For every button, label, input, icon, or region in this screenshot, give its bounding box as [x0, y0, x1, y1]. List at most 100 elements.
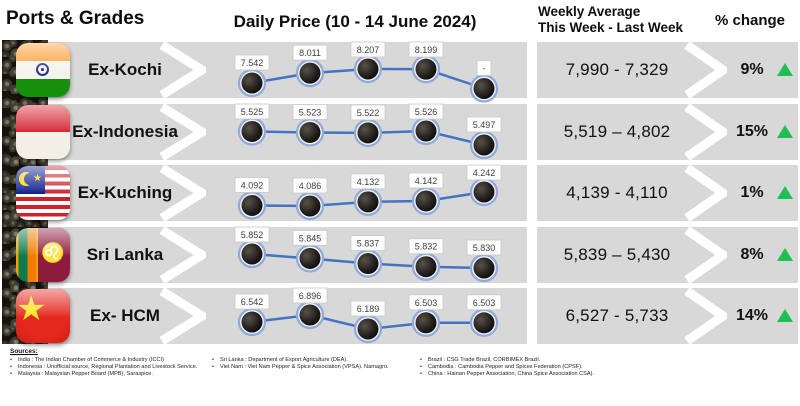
point-value-label: 5.852: [241, 230, 264, 240]
point-value-label: 5.525: [241, 107, 264, 117]
peppercorn-data-point: [357, 318, 379, 340]
table-row: Ex- HCM 6.542 6.896 6.189 6.503 6.503 6,527 - …: [0, 287, 800, 344]
peppercorn-data-point: [473, 181, 495, 203]
up-arrow-icon: [777, 63, 793, 76]
point-value-label: 8.207: [357, 45, 380, 55]
row-band-left: Sri Lanka 5.852 5.845 5.837 5.832 5.830: [30, 226, 527, 283]
point-value-label: 5.830: [473, 243, 496, 253]
chevron-right-icon: [159, 42, 206, 98]
table-row: Ex-Kuching 4.092 4.086 4.132 4.142 4.242 4,139…: [0, 164, 800, 221]
peppercorn-data-point: [357, 121, 379, 143]
point-value-label: 6.503: [473, 298, 496, 308]
peppercorn-data-point: [473, 78, 495, 99]
source-item: • Viet Nam : Viet Nam Pepper & Spice Asso…: [212, 364, 414, 371]
row-band-right: 4,139 - 4,110 1%: [537, 165, 798, 221]
point-value-label: 4.132: [357, 177, 380, 187]
point-value-label: 6.542: [241, 297, 264, 307]
bullet-icon: •: [10, 371, 12, 378]
sources-column: • India : The Indian Chamber of Commerce …: [10, 357, 212, 379]
weekly-average-value: 5,839 – 5,430: [563, 244, 671, 264]
peppercorn-data-point: [241, 194, 263, 216]
table-row: Ex-Kochi 7.542 8.011 8.207 8.199 - 7,990 - 7,3…: [0, 41, 800, 103]
source-item: • Indonesia : Unofficial source, Regional…: [10, 364, 212, 371]
ports-grades-header: Ports & Grades: [6, 8, 145, 29]
flag-srilanka-icon: ♌: [16, 227, 70, 282]
percent-change-value: 14%: [735, 307, 769, 324]
port-name: Ex-Indonesia: [72, 121, 178, 141]
bullet-icon: •: [212, 364, 214, 371]
point-value-label: 5.523: [299, 107, 322, 117]
bullet-icon: •: [10, 357, 12, 363]
peppercorn-data-point: [299, 304, 321, 326]
peppercorn-data-point: [473, 134, 495, 155]
daily-price-sparkline: 6.542 6.896 6.189 6.503 6.503: [234, 287, 502, 344]
peppercorn-data-point: [241, 72, 263, 94]
peppercorn-data-point: [299, 247, 321, 269]
daily-price-header: Daily Price (10 - 14 June 2024): [233, 12, 477, 31]
weekly-average-value: 6,527 - 5,733: [565, 306, 669, 325]
up-arrow-icon: [777, 124, 793, 138]
chevron-right-icon: [684, 42, 727, 98]
source-item: • Sri Lanka : Department of Export Agricu…: [212, 357, 414, 364]
daily-price-sparkline: 7.542 8.011 8.207 8.199 -: [234, 41, 499, 103]
point-value-label: 5.522: [357, 107, 380, 117]
weekly-average-header: Weekly Average This Week - Last Week: [538, 4, 683, 36]
weekly-average-value: 5,519 – 4,802: [563, 121, 671, 141]
point-value-label: 6.896: [299, 291, 322, 301]
daily-price-sparkline: 5.525 5.523 5.522 5.526 5.497: [234, 103, 502, 159]
row-band-right: 5,839 – 5,430 8%: [537, 226, 798, 283]
weekly-average-value: 7,990 - 7,329: [565, 60, 669, 79]
source-text: Viet Nam : Viet Nam Pepper & Spice Assoc…: [220, 364, 389, 371]
point-value-label: 4.092: [241, 180, 264, 190]
peppercorn-data-point: [241, 243, 263, 264]
up-arrow-icon: [777, 186, 793, 199]
point-value-label: 4.142: [415, 176, 438, 186]
source-text: Cambodia : Cambodia Pepper and Spices Fe…: [428, 364, 583, 371]
peppercorn-data-point: [473, 312, 495, 334]
peppercorn-data-point: [415, 58, 437, 80]
peppercorn-data-point: [473, 257, 495, 278]
point-value-label: 5.837: [357, 238, 380, 248]
row-band-left: Ex-Kochi 7.542 8.011 8.207 8.199 -: [30, 41, 527, 103]
peppercorn-data-point: [299, 62, 321, 84]
point-value-label: 5.497: [473, 120, 496, 130]
source-text: Indonesia : Unofficial source, Regional …: [18, 364, 198, 371]
port-name: Ex-Kuching: [77, 183, 173, 202]
peppercorn-data-point: [415, 255, 437, 277]
flag-indonesia-icon: [16, 104, 70, 159]
weekly-average-header-line2: This Week - Last Week: [538, 20, 684, 35]
point-value-label: 4.242: [473, 168, 496, 178]
table-row: Sri Lanka 5.852 5.845 5.837 5.832 5.830 5,839 …: [0, 226, 800, 283]
table-row: Ex-Indonesia 5.525 5.523 5.522 5.526 5.497 5,5…: [0, 103, 800, 160]
point-value-label: 5.526: [415, 107, 438, 117]
point-value-label: 5.832: [415, 241, 438, 251]
chevron-right-icon: [684, 165, 727, 221]
peppercorn-data-point: [415, 190, 437, 212]
bullet-icon: •: [212, 357, 214, 363]
peppercorn-data-point: [357, 58, 379, 80]
flag-vietnam-icon: ★: [16, 289, 70, 343]
peppercorn-data-point: [299, 121, 321, 143]
percent-change-value: 8%: [740, 245, 764, 263]
chevron-right-icon: [159, 288, 206, 344]
peppercorn-data-point: [357, 252, 379, 274]
row-band-right: 6,527 - 5,733 14%: [537, 288, 798, 344]
point-value-label: 6.503: [415, 298, 438, 308]
peppercorn-data-point: [357, 191, 379, 213]
daily-price-sparkline: 5.852 5.845 5.837 5.832 5.830: [234, 226, 502, 282]
source-item: • Brazil : CSG Trade Brazil, CORBIMEX Bra…: [420, 357, 645, 364]
daily-price-sparkline: 4.092 4.086 4.132 4.142 4.242: [234, 164, 502, 221]
flag-india-icon: [16, 43, 70, 97]
sources-column: • Brazil : CSG Trade Brazil, CORBIMEX Bra…: [420, 357, 645, 379]
point-value-label: 4.086: [299, 181, 322, 191]
bullet-icon: •: [420, 357, 422, 363]
percent-change-value: 1%: [740, 184, 764, 201]
chevron-right-icon: [159, 103, 206, 160]
source-item: • Cambodia : Cambodia Pepper and Spices F…: [420, 364, 645, 371]
point-value-label: -: [483, 64, 486, 74]
row-band-right: 5,519 – 4,802 15%: [537, 103, 798, 160]
port-name: Sri Lanka: [86, 244, 164, 264]
source-text: India : The Indian Chamber of Commerce &…: [18, 357, 165, 363]
peppercorn-data-point: [299, 195, 321, 217]
